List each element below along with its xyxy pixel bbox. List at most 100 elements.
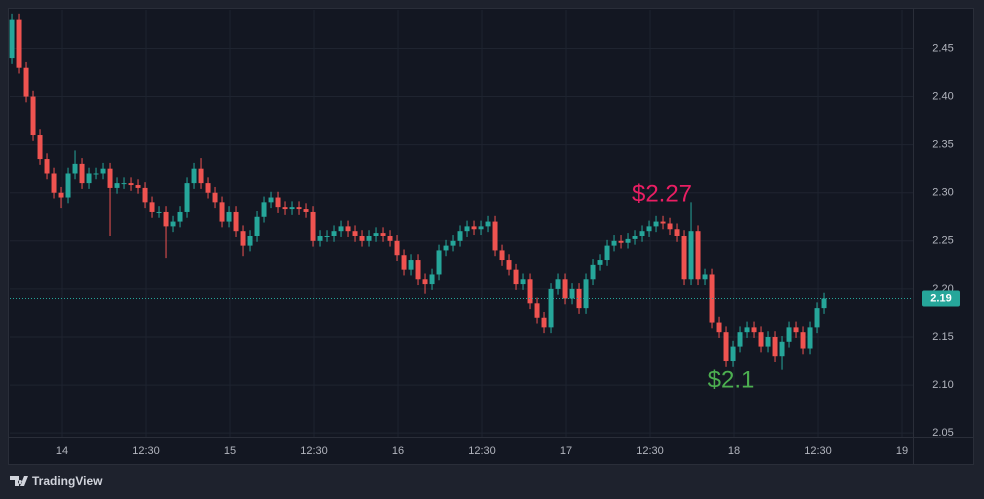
logo	[10, 476, 28, 486]
candle-body	[9, 19, 15, 59]
candle-body	[527, 279, 533, 304]
candle-body	[499, 250, 505, 261]
candle-body	[331, 231, 337, 237]
candle-body	[268, 197, 274, 203]
candle-body	[93, 173, 99, 175]
candle-body	[632, 236, 638, 239]
candle-body	[30, 96, 36, 136]
candle-body	[436, 250, 442, 275]
x-tick-label: 18	[728, 445, 740, 457]
y-tick-label: 2.05	[932, 427, 953, 439]
x-tick-label: 12:30	[636, 445, 664, 457]
y-tick-label: 2.40	[932, 90, 953, 102]
x-tick-label: 12:30	[300, 445, 328, 457]
candle-body	[163, 211, 169, 227]
candle-body	[730, 346, 736, 362]
candle-body	[779, 341, 785, 357]
candle-body	[534, 303, 540, 318]
candle-body	[485, 221, 491, 227]
candle-body	[86, 173, 92, 184]
candle-body	[625, 238, 631, 243]
y-tick-label: 2.15	[932, 331, 953, 343]
candle-body	[51, 173, 57, 193]
candle-body	[23, 67, 29, 97]
candle-body	[492, 221, 498, 251]
candle-body	[219, 202, 225, 222]
candle-body	[310, 211, 316, 241]
candle-body	[772, 336, 778, 357]
annotation: $2.1	[708, 366, 755, 393]
candle-body	[751, 327, 757, 333]
candle-body	[170, 221, 176, 227]
candle-body	[37, 135, 43, 160]
x-tick-label: 19	[896, 445, 908, 457]
candle-body	[415, 260, 421, 280]
x-tick-label: 14	[56, 445, 68, 457]
candle-body	[296, 207, 302, 210]
candle-body	[660, 221, 666, 224]
y-tick-label: 2.30	[932, 187, 953, 199]
candle-body	[611, 240, 617, 246]
candle-body	[114, 183, 120, 188]
candle-body	[100, 168, 106, 174]
candle-body	[338, 226, 344, 232]
candle-body	[79, 163, 85, 184]
candle-body	[688, 231, 694, 280]
candle-body	[639, 231, 645, 237]
candle-body	[275, 197, 281, 208]
candles	[9, 13, 913, 370]
candle-body	[247, 236, 253, 246]
candle-body	[226, 211, 232, 222]
candle-body	[107, 168, 113, 188]
candle-body	[324, 236, 330, 238]
candle-body	[443, 245, 449, 251]
candle-body	[821, 298, 827, 309]
candle-body	[128, 183, 134, 186]
candle-body	[695, 231, 701, 280]
candle-body	[457, 231, 463, 241]
candle-body	[282, 207, 288, 210]
candle-body	[548, 288, 554, 328]
candle-body	[317, 236, 323, 241]
last-price-badge	[922, 290, 960, 307]
x-tick-label: 15	[224, 445, 236, 457]
candle-body	[16, 19, 22, 68]
chart-frame	[8, 8, 974, 465]
candle-body	[597, 260, 603, 265]
candle-body	[408, 260, 414, 270]
candle-body	[590, 264, 596, 280]
watermark-text: TradingView	[32, 474, 103, 488]
candle-body	[233, 211, 239, 232]
candle-body	[345, 226, 351, 232]
candle-body	[65, 173, 71, 198]
candle-body	[555, 279, 561, 289]
candle-body	[471, 226, 477, 230]
candle-body	[205, 183, 211, 193]
candle-body	[723, 332, 729, 362]
candle-body	[261, 202, 267, 217]
last-price-label: 2.19	[930, 292, 951, 304]
candle-body	[569, 288, 575, 299]
candle-body	[576, 288, 582, 309]
candle-body	[793, 327, 799, 333]
candle-body	[674, 229, 680, 237]
watermark: TradingView	[10, 474, 103, 488]
candle-body	[149, 202, 155, 212]
candle-body	[464, 226, 470, 232]
candle-body	[303, 209, 309, 212]
candle-body	[401, 255, 407, 270]
candle-body	[737, 332, 743, 347]
x-tick-label: 12:30	[468, 445, 496, 457]
candle-body	[646, 226, 652, 232]
candle-body	[618, 240, 624, 243]
candle-body	[604, 245, 610, 261]
x-tick-label: 12:30	[132, 445, 160, 457]
candle-body	[583, 279, 589, 309]
candle-body	[240, 231, 246, 246]
candle-body	[156, 211, 162, 213]
candle-body	[541, 317, 547, 328]
candle-body	[373, 233, 379, 237]
candle-body	[72, 163, 78, 174]
